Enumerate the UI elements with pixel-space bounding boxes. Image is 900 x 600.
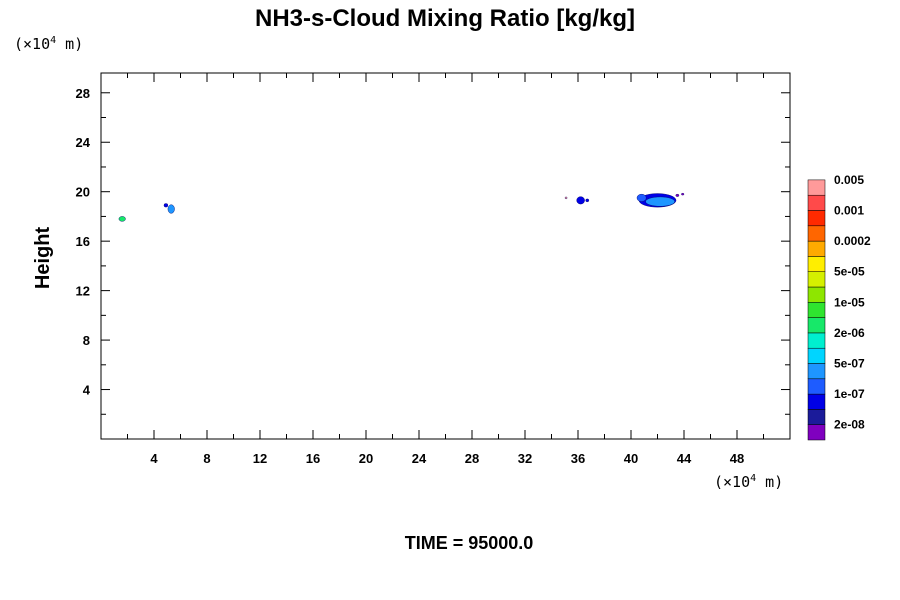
colorbar-swatch bbox=[807, 332, 826, 349]
x-tick-label: 4 bbox=[150, 451, 158, 466]
colorbar-swatch bbox=[807, 210, 826, 227]
colorbar-label: 0.005 bbox=[834, 173, 864, 187]
x-tick-label: 32 bbox=[518, 451, 532, 466]
y-tick-label: 20 bbox=[76, 185, 90, 200]
cloud-feature-7 bbox=[645, 196, 675, 207]
y-tick-label: 16 bbox=[76, 234, 90, 249]
colorbar-label: 5e-07 bbox=[834, 357, 865, 371]
x-tick-label: 8 bbox=[203, 451, 210, 466]
colorbar-label: 1e-07 bbox=[834, 387, 865, 401]
colorbar: 2e-08 1e-07 5e-07 2e-06 1e-05 5e-05 0.0002 0.00… bbox=[807, 173, 871, 441]
y-tick-label: 8 bbox=[83, 333, 90, 348]
colorbar-swatch bbox=[807, 347, 826, 364]
cloud-feature-8 bbox=[636, 193, 647, 202]
colorbar-swatch bbox=[807, 378, 826, 395]
y-tick-labels: 4 8 12 16 20 24 28 bbox=[76, 86, 91, 398]
colorbar-swatch bbox=[807, 256, 826, 272]
cloud-feature-3 bbox=[564, 196, 568, 200]
x-tick-label: 16 bbox=[306, 451, 320, 466]
colorbar-label: 1e-05 bbox=[834, 295, 865, 309]
x-tick-label: 48 bbox=[730, 451, 744, 466]
colorbar-swatch bbox=[807, 302, 826, 318]
cloud-feature-2 bbox=[167, 204, 175, 214]
colorbar-swatch bbox=[807, 363, 826, 380]
colorbar-swatch bbox=[807, 179, 826, 196]
colorbar-swatch bbox=[807, 225, 826, 242]
colorbar-label: 2e-06 bbox=[834, 326, 865, 340]
y-axis-label: Height bbox=[32, 227, 54, 290]
cloud-feature-0 bbox=[118, 216, 126, 222]
colorbar-swatch bbox=[807, 271, 826, 288]
x-tick-label: 12 bbox=[253, 451, 267, 466]
x-tick-label: 20 bbox=[359, 451, 373, 466]
y-tick-label: 12 bbox=[76, 284, 90, 299]
x-tick-label: 24 bbox=[412, 451, 427, 466]
x-tick-label: 40 bbox=[624, 451, 638, 466]
colorbar-swatch bbox=[807, 286, 826, 303]
cloud-features bbox=[118, 192, 685, 222]
colorbar-label: 2e-08 bbox=[834, 418, 865, 432]
time-label: TIME = 95000.0 bbox=[405, 533, 534, 553]
cloud-feature-10 bbox=[681, 192, 685, 196]
colorbar-swatch bbox=[807, 393, 826, 410]
cloud-feature-9 bbox=[675, 193, 680, 197]
colorbar-swatch bbox=[807, 240, 826, 257]
cloud-feature-1 bbox=[163, 203, 169, 208]
cloud-feature-5 bbox=[585, 198, 590, 203]
chart-title: NH3-s-Cloud Mixing Ratio [kg/kg] bbox=[255, 5, 635, 32]
x-tick-label: 44 bbox=[677, 451, 692, 466]
y-tick-label: 24 bbox=[76, 135, 91, 150]
x-tick-labels: 4 8 12 16 20 24 28 32 36 40 44 48 bbox=[150, 451, 744, 466]
y-tick-label: 28 bbox=[76, 86, 90, 101]
plot-frame bbox=[100, 72, 791, 440]
colorbar-swatch bbox=[807, 409, 826, 425]
y-axis-unit: (×104 m) bbox=[14, 35, 83, 53]
colorbar-swatch bbox=[807, 317, 826, 334]
x-tick-label: 36 bbox=[571, 451, 585, 466]
colorbar-label: 0.001 bbox=[834, 204, 864, 218]
colorbar-label: 5e-05 bbox=[834, 265, 865, 279]
y-tick-label: 4 bbox=[83, 383, 91, 398]
cloud-feature-4 bbox=[576, 196, 585, 205]
colorbar-swatch bbox=[807, 194, 826, 211]
x-axis-unit: (×104 m) bbox=[714, 473, 783, 491]
colorbar-swatch bbox=[807, 424, 826, 441]
colorbar-label: 0.0002 bbox=[834, 234, 871, 248]
axis-ticks bbox=[101, 73, 790, 439]
x-tick-label: 28 bbox=[465, 451, 479, 466]
